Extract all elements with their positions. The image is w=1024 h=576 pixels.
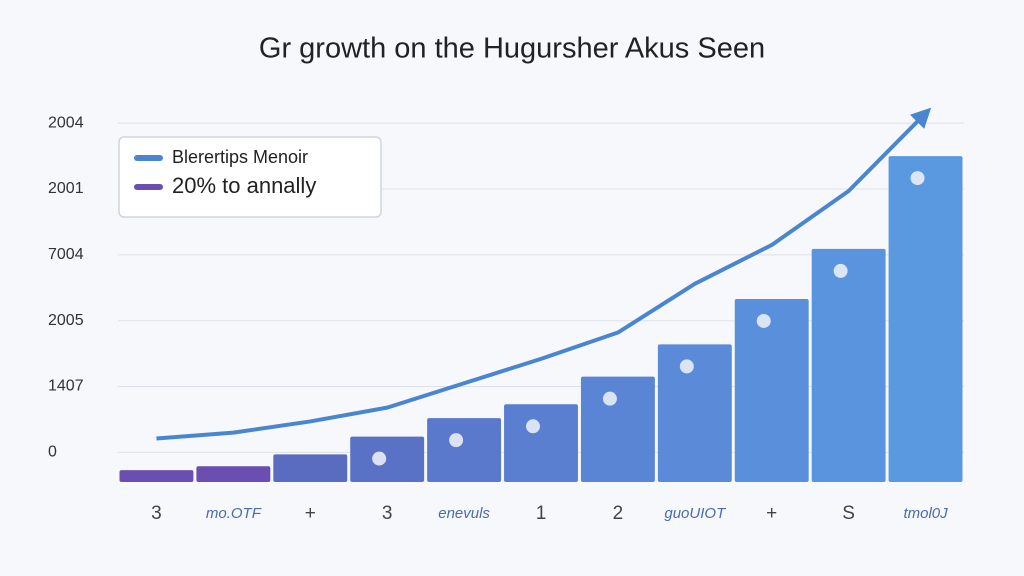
x-tick-label: guoUIOT — [664, 505, 727, 522]
bar — [119, 470, 194, 482]
bar — [350, 436, 425, 482]
bar — [580, 376, 655, 482]
bar-dot — [910, 171, 925, 186]
y-tick-label: 0 — [48, 444, 57, 461]
x-tick-label: mo.OTF — [206, 505, 262, 522]
bar — [811, 248, 886, 482]
bar — [196, 466, 271, 482]
bar — [888, 156, 963, 482]
legend-label: Blerertips Menoir — [172, 147, 308, 167]
bar — [657, 344, 732, 482]
bar — [504, 404, 578, 482]
bar-dot — [756, 313, 771, 328]
y-tick-label: 1407 — [48, 378, 84, 395]
bar — [734, 298, 809, 482]
x-tick-label: S — [842, 503, 855, 524]
bar-dot — [833, 263, 848, 278]
chart-title: Gr growth on the Hugursher Akus Seen — [259, 33, 765, 65]
x-tick-label: + — [305, 503, 316, 524]
x-tick-label: 3 — [382, 503, 393, 524]
x-tick-label: 3 — [151, 503, 162, 524]
bar-dot — [602, 391, 617, 406]
bar — [273, 454, 348, 482]
trend-line — [156, 107, 932, 441]
y-tick-label: 2005 — [48, 312, 84, 329]
legend-label: 20% to annally — [172, 173, 316, 198]
bar-dot — [526, 419, 540, 434]
bar — [427, 418, 502, 482]
bar-dot — [372, 451, 387, 466]
x-tick-label: + — [766, 503, 777, 524]
legend: Blerertips Menoir 20% to annally — [118, 136, 382, 218]
x-tick-label: tmol0J — [903, 505, 948, 522]
y-tick-label: 2001 — [48, 180, 84, 197]
x-tick-label: 2 — [613, 503, 624, 524]
x-tick-label: 1 — [536, 503, 547, 524]
bar-dot — [679, 359, 694, 374]
y-tick-label: 2004 — [48, 114, 84, 131]
bar-dot — [449, 433, 464, 448]
legend-box — [118, 136, 382, 218]
x-tick-label: enevuls — [438, 505, 490, 522]
y-tick-label: 7004 — [48, 246, 84, 263]
